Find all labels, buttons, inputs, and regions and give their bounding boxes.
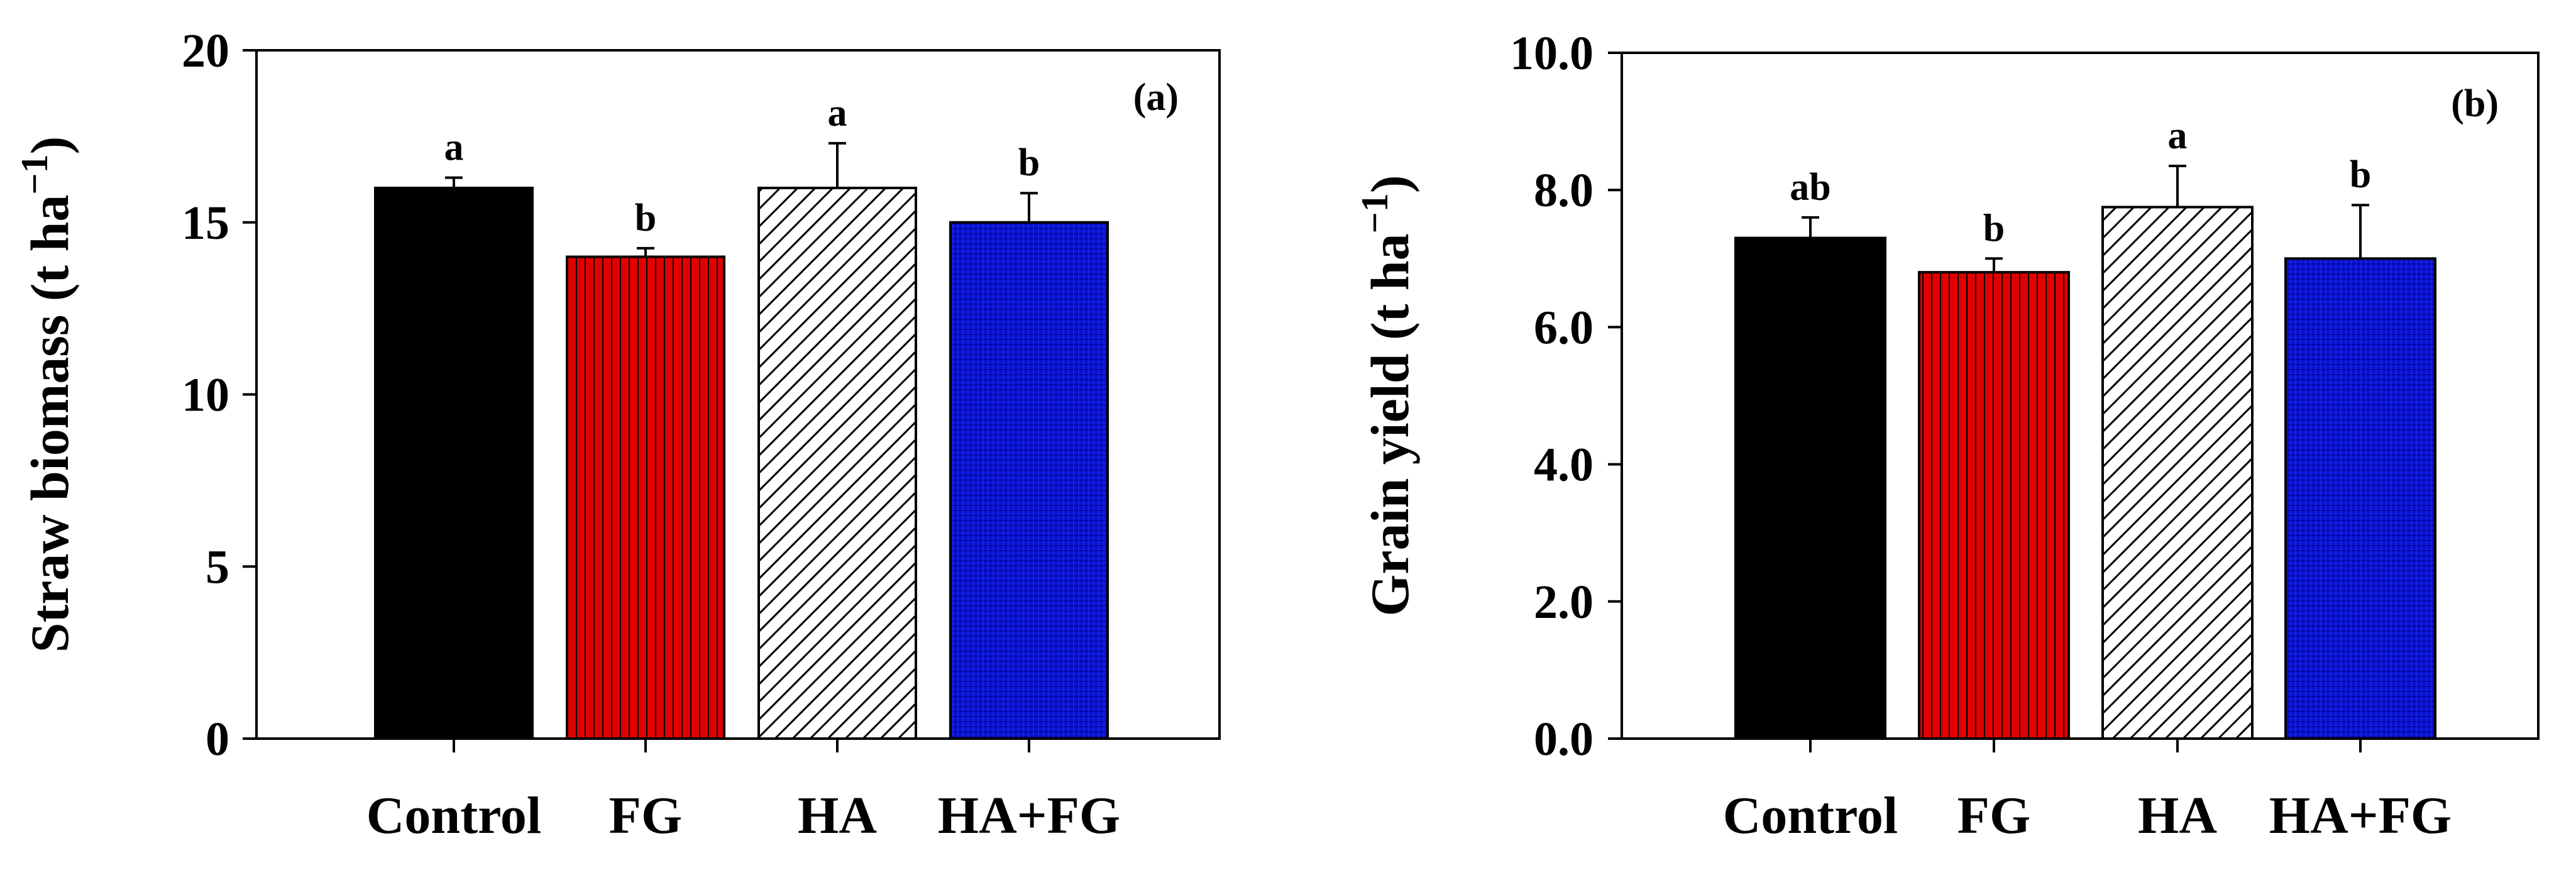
significance-letter: b [635,197,656,240]
x-category-label: HA+FG [2269,786,2452,845]
y-axis-label: Straw biomass (t ha−1) [14,136,80,653]
bar-ha-plus-fg [2284,257,2436,740]
panel-a-chart: 0 5 10 15 20 a Control b FG a HA b HA+FG (a) Straw bio… [14,25,1221,845]
bar-control [1734,236,1886,740]
x-category-label: HA [2138,786,2217,845]
y-axis-label-sup: −1 [1354,193,1395,233]
bar-control [374,187,534,740]
bar-fg [566,255,725,740]
y-axis-label-close: ) [19,136,80,155]
bar-ha [2101,206,2254,741]
y-axis-label-main: Straw biomass (t ha [19,195,80,653]
y-tick-label: 0 [206,713,229,766]
y-axis-label-close: ) [1360,175,1420,193]
x-category-label: Control [1723,786,1898,845]
y-tick-label: 6.0 [1534,301,1593,354]
significance-letter: ab [1790,166,1830,209]
y-tick-label: 4.0 [1534,439,1593,492]
panel-b-chart: 0.0 2.0 4.0 6.0 8.0 10.0 ab Control b FG a HA b HA+FG… [1354,27,2540,845]
y-tick-label: 20 [182,25,229,77]
x-category-label: Control [366,786,541,845]
y-tick-label: 5 [206,541,229,593]
panel-label: (a) [1133,76,1179,119]
bar-fg [1918,271,2070,740]
bar-ha-plus-fg [949,221,1109,740]
panel-label: (b) [2451,82,2499,125]
x-category-label: FG [1957,786,2031,845]
significance-letter: b [1983,207,2005,250]
x-category-label: HA [798,786,877,845]
significance-letter: a [2168,114,2188,157]
y-axis-label: Grain yield (t ha−1) [1354,175,1420,616]
y-axis-label-main: Grain yield (t ha [1360,233,1420,616]
y-tick-label: 2.0 [1534,576,1593,629]
bar-ha [757,187,917,740]
y-tick-label: 10 [182,369,229,422]
y-axis-label-sup: −1 [14,154,55,194]
significance-letter: b [1018,141,1040,184]
x-category-label: FG [609,786,683,845]
y-tick-label: 8.0 [1534,164,1593,217]
y-tick-label: 0.0 [1534,713,1593,766]
plot-frame [1621,52,2540,740]
x-category-label: HA+FG [938,786,1121,845]
significance-letter: a [444,126,464,169]
y-tick-label: 10.0 [1510,27,1593,80]
significance-letter: b [2350,153,2371,196]
significance-letter: a [828,92,847,135]
y-tick-label: 15 [182,197,229,250]
